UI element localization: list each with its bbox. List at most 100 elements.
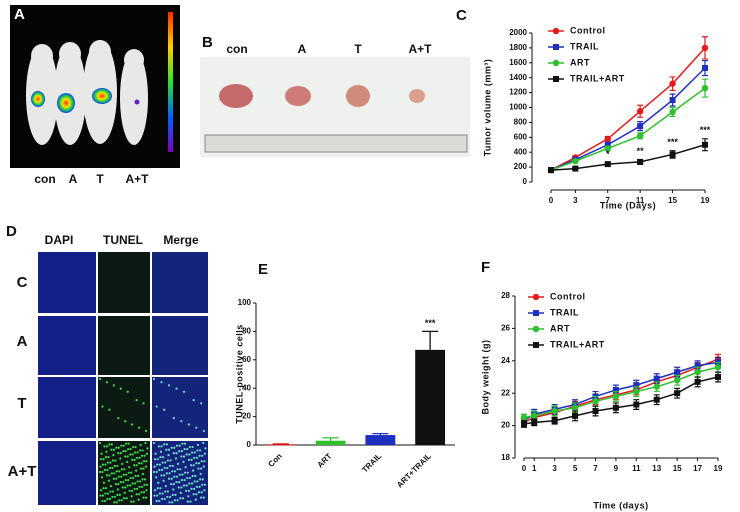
marker — [669, 97, 676, 104]
y-tick-label: 20 — [501, 421, 510, 430]
legend-marker — [533, 310, 539, 316]
stained-cell — [166, 490, 170, 493]
panel-label: E — [258, 261, 268, 278]
x-tick-label: 11 — [632, 464, 641, 473]
micrograph — [98, 252, 150, 313]
marker — [653, 375, 660, 382]
x-tick-label: 3 — [552, 464, 557, 473]
stained-cell — [183, 447, 186, 451]
stained-cell — [140, 454, 144, 457]
stained-cell — [201, 454, 204, 457]
stained-cell — [142, 402, 145, 405]
stained-cell — [165, 443, 168, 446]
group-label: T — [354, 42, 362, 56]
stained-cell — [140, 491, 143, 494]
tumor — [219, 84, 253, 108]
marker — [701, 84, 709, 92]
stained-cell — [197, 467, 200, 470]
stained-cell — [115, 470, 118, 473]
stained-cell — [173, 499, 177, 502]
stained-cell — [135, 493, 138, 496]
stained-cell — [171, 501, 174, 504]
row-label: A — [17, 333, 28, 350]
y-tick-label: 1600 — [509, 58, 527, 67]
x-tick-label: 0 — [522, 464, 527, 473]
ruler — [204, 134, 468, 153]
stained-cell — [168, 501, 171, 504]
stained-cell — [110, 448, 113, 451]
legend-label: TRAIL — [570, 41, 599, 51]
stained-cell — [116, 488, 119, 491]
signal — [57, 93, 75, 113]
x-tick-label: 7 — [606, 196, 611, 205]
stained-cell — [117, 416, 120, 420]
stained-cell — [102, 481, 106, 484]
x-tick-label: 19 — [701, 196, 710, 205]
stained-cell — [174, 457, 178, 460]
stained-cell — [108, 466, 111, 470]
stained-cell — [122, 449, 125, 453]
x-tick-label: Con — [266, 451, 283, 468]
stained-cell — [157, 445, 160, 448]
stained-cell — [166, 459, 170, 462]
stained-cell — [183, 442, 187, 445]
stained-cell — [165, 448, 168, 451]
marker — [636, 108, 644, 115]
marker — [604, 161, 611, 168]
y-tick-label: 22 — [501, 388, 510, 397]
stained-cell — [176, 468, 179, 471]
signal — [92, 88, 112, 104]
legend-marker — [533, 342, 539, 348]
tumor — [346, 85, 370, 107]
stained-cell — [142, 491, 146, 494]
y-axis-label: TUNEL-positive cells — [234, 324, 244, 424]
stained-cell — [101, 405, 104, 408]
stained-cell — [138, 456, 141, 459]
stained-cell — [164, 485, 167, 488]
annotation: ** — [637, 146, 645, 156]
stained-cell — [190, 458, 193, 461]
stained-cell — [189, 500, 192, 503]
annotation: *** — [425, 318, 436, 328]
stained-cell — [152, 441, 156, 445]
stained-cell — [202, 465, 205, 468]
stained-cell — [115, 446, 118, 449]
stained-cell — [105, 450, 108, 453]
stained-cell — [120, 475, 123, 478]
stained-cell — [167, 477, 171, 480]
stained-cell — [178, 444, 181, 447]
stained-cell — [200, 491, 203, 494]
stained-cell — [118, 499, 121, 502]
stained-cell — [130, 471, 133, 474]
marker — [637, 158, 644, 165]
stained-cell — [164, 490, 167, 493]
stained-cell — [98, 377, 102, 381]
marker — [604, 145, 611, 152]
stained-cell — [175, 475, 179, 478]
panel-label: D — [6, 223, 17, 240]
stained-cell — [195, 462, 198, 465]
stained-cell — [192, 464, 195, 467]
stained-cell — [106, 461, 110, 464]
stained-cell — [193, 487, 196, 490]
stained-cell — [113, 501, 116, 504]
stained-cell — [196, 480, 199, 483]
legend-marker — [553, 76, 559, 82]
stained-cell — [102, 487, 105, 490]
stained-cell — [175, 452, 178, 455]
panel-b: B con A T A+T — [200, 34, 470, 157]
marker — [674, 369, 681, 376]
stained-cell — [114, 459, 117, 462]
stained-cell — [145, 460, 148, 463]
marker — [551, 417, 558, 424]
stained-cell — [152, 470, 156, 474]
x-axis-label: Time (days) — [593, 500, 648, 510]
panel-a: A con A T A+T — [10, 5, 180, 186]
stained-cell — [119, 387, 122, 390]
stained-cell — [185, 489, 188, 492]
marker — [604, 135, 611, 142]
stained-cell — [125, 473, 128, 476]
stained-cell — [191, 474, 194, 478]
stained-cell — [153, 494, 156, 497]
stained-cell — [185, 453, 188, 456]
